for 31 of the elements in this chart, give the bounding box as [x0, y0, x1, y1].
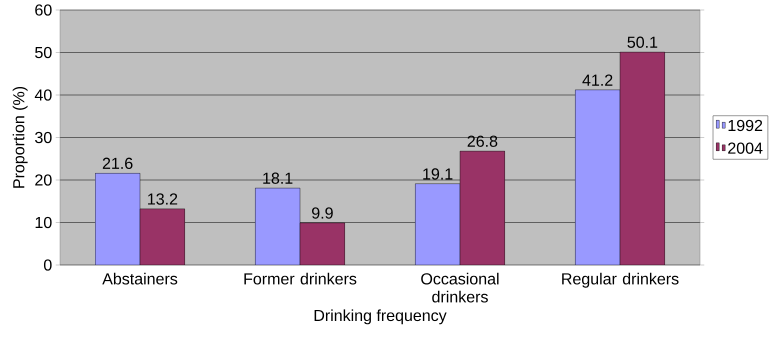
data-label: 18.1	[263, 172, 292, 184]
x-tick-label: Occasional drinkers	[421, 272, 498, 303]
bar	[140, 208, 186, 265]
y-tick-label: 40	[34, 89, 52, 101]
bar	[575, 90, 620, 265]
bar	[620, 52, 666, 265]
y-tick-label: 0	[44, 259, 52, 271]
bar	[300, 222, 346, 265]
x-tick-label: Abstainers	[102, 272, 178, 285]
bar	[95, 173, 140, 265]
data-label: 9.9	[312, 207, 333, 219]
bar	[255, 188, 300, 265]
y-tick-label: 10	[36, 216, 52, 228]
bar	[415, 184, 460, 265]
x-tick-label: Regular drinkers	[562, 272, 679, 288]
y-tick-label: 30	[35, 132, 52, 144]
y-axis-title: Proportion (%)	[12, 86, 28, 188]
y-tick-label: 20	[35, 174, 52, 186]
data-label: 19.1	[423, 168, 452, 180]
bar	[460, 150, 506, 265]
data-label: 13.2	[148, 193, 178, 205]
x-axis-title: Drinking frequency	[314, 309, 447, 324]
legend-label: 2004	[728, 142, 762, 154]
data-label: 26.8	[468, 136, 498, 147]
data-label: 50.1	[627, 36, 658, 48]
data-label: 41.2	[582, 74, 612, 86]
legend-label: 1992	[728, 120, 762, 132]
y-tick-label: 50	[35, 46, 52, 58]
x-tick-label: Former drinkers	[244, 272, 356, 285]
y-tick-label: 60	[35, 4, 52, 16]
data-label: 21.6	[102, 158, 132, 169]
